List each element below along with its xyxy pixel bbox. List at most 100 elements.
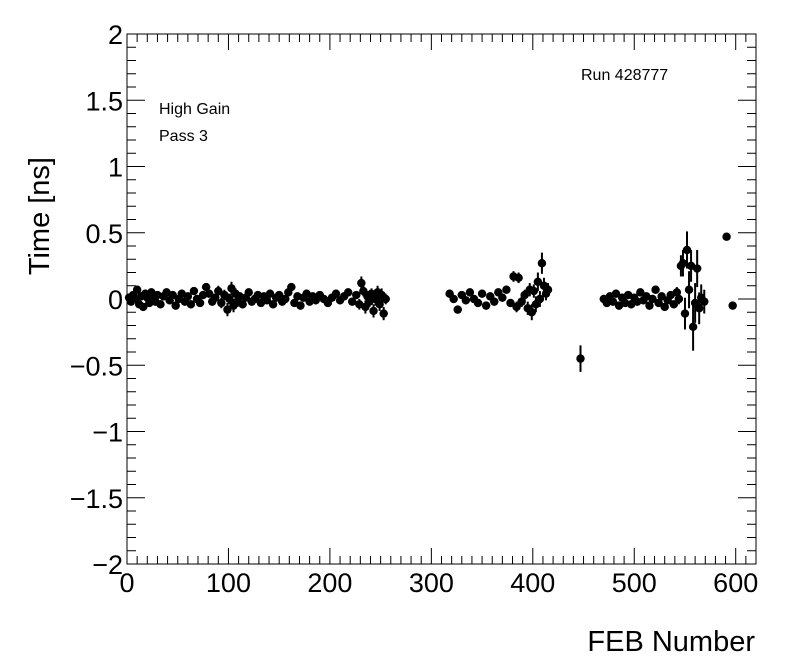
y-tick-label: 2 xyxy=(108,20,123,50)
data-point xyxy=(672,288,682,297)
data-point xyxy=(132,285,142,294)
data-point xyxy=(186,300,196,309)
data-point xyxy=(168,290,177,300)
data-point xyxy=(238,300,247,309)
data-point xyxy=(473,298,483,308)
y-tick-label: −1.5 xyxy=(70,484,123,514)
y-tick-label: 0 xyxy=(108,285,123,315)
data-point xyxy=(728,301,737,310)
y-tick-label: −1 xyxy=(92,418,123,448)
data-point xyxy=(700,297,709,306)
data-point xyxy=(520,290,529,300)
x-tick-label: 400 xyxy=(510,568,555,598)
data-point xyxy=(506,298,515,308)
x-tick-label: 600 xyxy=(713,568,758,598)
pass-annotation: Pass 3 xyxy=(159,128,208,145)
data-point xyxy=(265,289,275,298)
data-point xyxy=(343,288,353,297)
x-tick-label: 500 xyxy=(612,568,657,598)
data-point xyxy=(654,298,663,308)
y-tick-label: −0.5 xyxy=(70,351,123,381)
x-tick-label: 0 xyxy=(119,568,134,598)
x-tick-label: 300 xyxy=(409,568,454,598)
run-annotation: Run 428777 xyxy=(581,67,668,84)
data-point xyxy=(223,305,232,314)
data-point xyxy=(331,289,341,298)
data-point xyxy=(694,304,704,313)
data-point xyxy=(543,285,553,294)
data-point xyxy=(684,285,694,294)
x-tick-label: 100 xyxy=(206,568,251,598)
data-point xyxy=(183,292,193,301)
data-point xyxy=(477,289,487,298)
data-point xyxy=(660,302,669,312)
data-point xyxy=(195,298,205,308)
data-point xyxy=(189,286,199,296)
y-tick-label: −2 xyxy=(92,550,123,580)
data-point xyxy=(375,300,384,309)
data-point xyxy=(461,296,471,305)
data-point xyxy=(537,259,547,268)
data-point xyxy=(449,294,458,304)
y-tick-label: 0.5 xyxy=(85,219,123,249)
data-point xyxy=(692,264,702,273)
y-tick-label: 1 xyxy=(108,153,123,183)
data-point xyxy=(281,294,290,304)
data-point xyxy=(453,305,462,314)
data-point xyxy=(657,292,666,301)
data-point xyxy=(669,300,679,309)
data-point xyxy=(274,290,284,300)
data-point xyxy=(645,301,654,310)
data-point xyxy=(262,296,272,305)
x-tick-label: 200 xyxy=(307,568,352,598)
data-point xyxy=(287,282,296,292)
data-point xyxy=(648,294,657,304)
data-point xyxy=(651,285,660,294)
data-point xyxy=(517,297,526,306)
data-point xyxy=(535,294,545,304)
data-point xyxy=(268,300,278,309)
data-point xyxy=(722,232,731,241)
data-point xyxy=(490,297,499,306)
x-axis-title: FEB Number xyxy=(587,626,755,658)
y-axis-title: Time [ns] xyxy=(24,157,56,275)
data-points xyxy=(124,232,737,363)
data-point xyxy=(369,306,378,316)
data-point xyxy=(211,293,220,302)
data-point xyxy=(357,278,366,288)
data-point xyxy=(608,297,618,306)
data-point xyxy=(688,322,698,332)
y-tick-label: 1.5 xyxy=(85,86,123,116)
data-point xyxy=(217,298,226,308)
x-tick-labels: 0 100 200 300 400 500 600 xyxy=(119,568,758,598)
y-tick-labels: −2 −1.5 −1 −0.5 0 0.5 1 1.5 2 xyxy=(70,20,123,580)
axis-ticks xyxy=(126,33,757,565)
data-point xyxy=(682,245,692,255)
data-point xyxy=(674,294,684,304)
data-point xyxy=(678,259,688,268)
data-point xyxy=(348,297,357,306)
data-point xyxy=(502,285,511,294)
data-point xyxy=(498,293,507,302)
data-point xyxy=(225,294,234,304)
data-point xyxy=(296,301,305,310)
data-point xyxy=(465,288,475,297)
data-point xyxy=(204,289,214,298)
data-point xyxy=(244,288,253,297)
data-point xyxy=(611,289,621,298)
data-point xyxy=(529,286,539,296)
data-point xyxy=(139,302,148,312)
data-point xyxy=(481,301,491,310)
data-point xyxy=(381,294,390,304)
data-point xyxy=(512,302,521,312)
data-point xyxy=(514,273,523,282)
data-point xyxy=(636,288,645,297)
data-point xyxy=(201,282,211,292)
gain-annotation: High Gain xyxy=(159,101,230,118)
data-point xyxy=(352,290,361,300)
data-point xyxy=(156,300,165,309)
data-point xyxy=(171,301,180,310)
data-point xyxy=(576,354,585,363)
data-point xyxy=(533,277,543,286)
data-point xyxy=(527,308,536,317)
